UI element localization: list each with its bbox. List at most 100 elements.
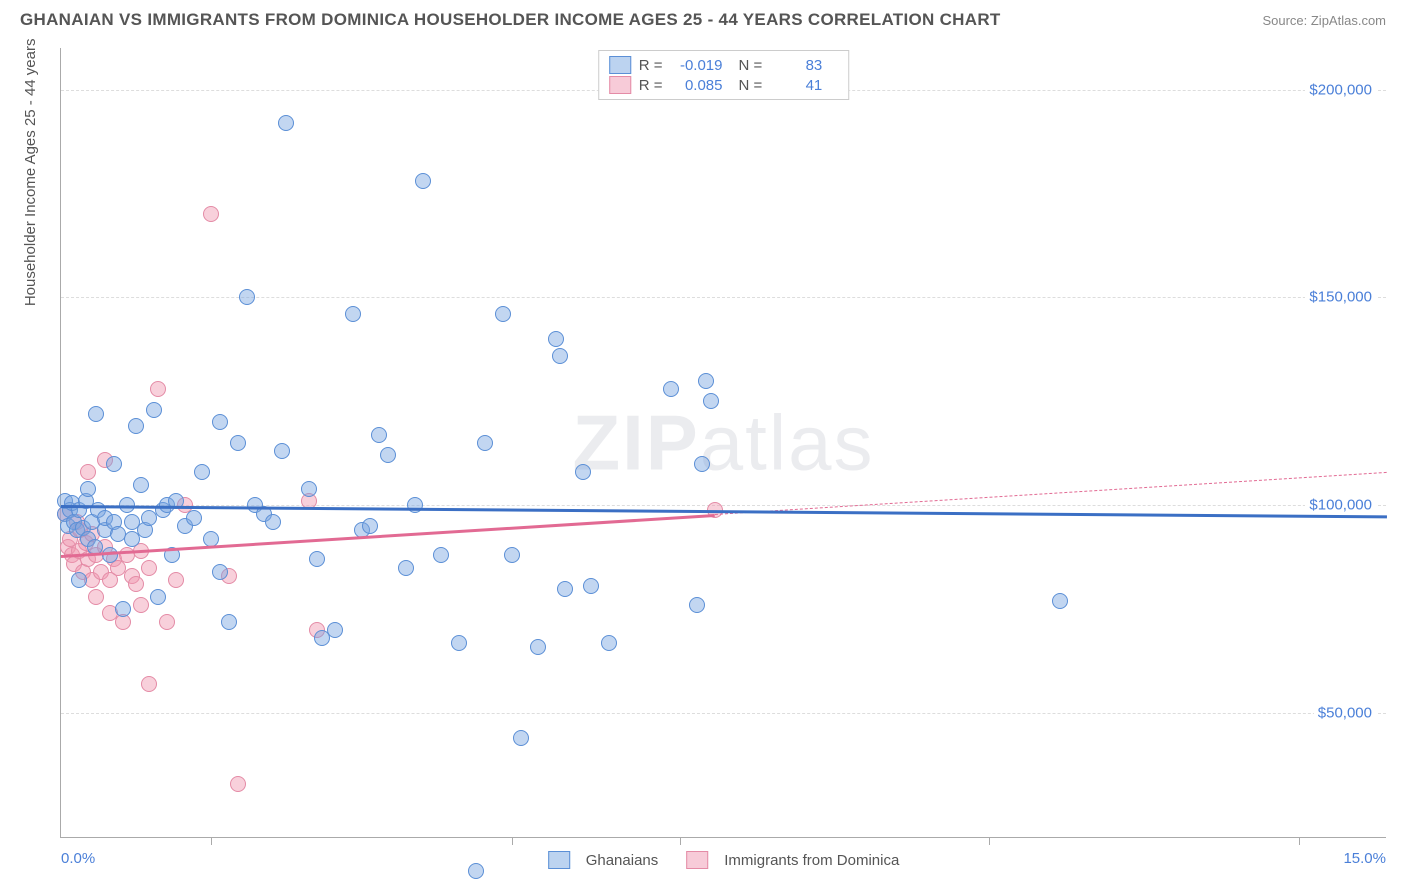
blue-point — [451, 635, 467, 651]
legend-label-blue: Ghanaians — [586, 852, 659, 869]
pink-point — [133, 597, 149, 613]
watermark-bold: ZIP — [572, 398, 699, 486]
n-label: N = — [739, 77, 763, 94]
legend-label-pink: Immigrants from Dominica — [724, 852, 899, 869]
pink-trend — [715, 472, 1387, 515]
pink-point — [88, 589, 104, 605]
pink-point — [80, 464, 96, 480]
blue-point — [88, 406, 104, 422]
chart-title: GHANAIAN VS IMMIGRANTS FROM DOMINICA HOU… — [20, 10, 1001, 30]
blue-point — [495, 306, 511, 322]
blue-point — [468, 863, 484, 879]
blue-point — [689, 597, 705, 613]
blue-point — [239, 289, 255, 305]
blue-point — [133, 477, 149, 493]
blue-point — [398, 560, 414, 576]
blue-point — [513, 730, 529, 746]
pink-point — [203, 206, 219, 222]
blue-point — [71, 572, 87, 588]
blue-point — [309, 551, 325, 567]
pink-point — [141, 676, 157, 692]
y-tick-label: $200,000 — [1305, 81, 1376, 98]
r-label: R = — [639, 77, 663, 94]
r-value-blue: -0.019 — [667, 57, 723, 74]
blue-point — [327, 622, 343, 638]
blue-point — [380, 447, 396, 463]
blue-point — [115, 601, 131, 617]
watermark: ZIPatlas — [572, 397, 874, 488]
x-tick — [680, 837, 681, 845]
source-label: Source: ZipAtlas.com — [1262, 13, 1386, 28]
x-tick — [512, 837, 513, 845]
pink-point — [159, 614, 175, 630]
grid-line — [61, 297, 1386, 298]
blue-point — [548, 331, 564, 347]
r-value-pink: 0.085 — [667, 77, 723, 94]
pink-point — [168, 572, 184, 588]
blue-point — [601, 635, 617, 651]
r-label: R = — [639, 57, 663, 74]
pink-point — [230, 776, 246, 792]
blue-point — [575, 464, 591, 480]
legend-swatch-blue — [548, 851, 570, 869]
blue-point — [278, 115, 294, 131]
blue-point — [415, 173, 431, 189]
pink-point — [150, 381, 166, 397]
blue-point — [106, 456, 122, 472]
legend-stats: R = -0.019 N = 83 R = 0.085 N = 41 — [598, 50, 850, 100]
x-tick — [211, 837, 212, 845]
legend-series: Ghanaians Immigrants from Dominica — [548, 851, 900, 869]
n-label: N = — [739, 57, 763, 74]
blue-point — [230, 435, 246, 451]
blue-point — [362, 518, 378, 534]
blue-point — [102, 547, 118, 563]
blue-point — [212, 414, 228, 430]
blue-point — [301, 481, 317, 497]
y-tick-label: $100,000 — [1305, 497, 1376, 514]
blue-point — [433, 547, 449, 563]
x-tick — [1299, 837, 1300, 845]
blue-point — [477, 435, 493, 451]
pink-point — [128, 576, 144, 592]
y-tick-label: $150,000 — [1305, 289, 1376, 306]
chart-plot-area: ZIPatlas R = -0.019 N = 83 R = 0.085 N =… — [60, 48, 1386, 838]
legend-swatch-pink — [686, 851, 708, 869]
blue-point — [194, 464, 210, 480]
pink-point — [141, 560, 157, 576]
blue-point — [407, 497, 423, 513]
legend-swatch-blue — [609, 56, 631, 74]
blue-point — [128, 418, 144, 434]
legend-stats-row-pink: R = 0.085 N = 41 — [609, 75, 839, 95]
blue-point — [1052, 593, 1068, 609]
legend-stats-row-blue: R = -0.019 N = 83 — [609, 55, 839, 75]
blue-point — [186, 510, 202, 526]
blue-point — [274, 443, 290, 459]
legend-swatch-pink — [609, 76, 631, 94]
blue-point — [530, 639, 546, 655]
n-value-blue: 83 — [766, 57, 822, 74]
y-axis-label: Householder Income Ages 25 - 44 years — [22, 39, 39, 307]
x-axis-min-label: 0.0% — [61, 850, 95, 867]
blue-point — [552, 348, 568, 364]
blue-point — [150, 589, 166, 605]
grid-line — [61, 713, 1386, 714]
n-value-pink: 41 — [766, 77, 822, 94]
x-axis-max-label: 15.0% — [1343, 850, 1386, 867]
blue-point — [146, 402, 162, 418]
blue-point — [504, 547, 520, 563]
blue-point — [371, 427, 387, 443]
blue-point — [663, 381, 679, 397]
blue-point — [703, 393, 719, 409]
blue-point — [698, 373, 714, 389]
blue-point — [694, 456, 710, 472]
blue-point — [221, 614, 237, 630]
blue-point — [345, 306, 361, 322]
y-tick-label: $50,000 — [1314, 705, 1376, 722]
blue-point — [265, 514, 281, 530]
blue-point — [557, 581, 573, 597]
pink-trend — [61, 514, 715, 558]
blue-point — [583, 578, 599, 594]
watermark-light: atlas — [700, 398, 875, 486]
x-tick — [989, 837, 990, 845]
blue-point — [80, 481, 96, 497]
